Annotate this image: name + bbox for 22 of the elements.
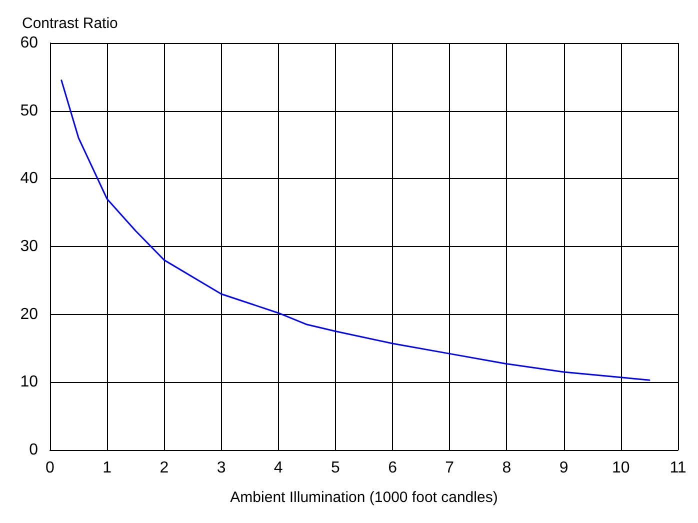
x-tick-label: 11 <box>670 460 686 476</box>
x-tick-label: 4 <box>274 460 283 476</box>
y-tick-label: 50 <box>20 102 38 120</box>
y-tick-label: 10 <box>20 374 38 391</box>
x-tick-label: 9 <box>559 460 568 476</box>
x-tick-label: 7 <box>445 460 454 476</box>
x-tick-label: 5 <box>331 460 340 476</box>
y-tick-label: 40 <box>20 170 38 188</box>
x-tick-label: 8 <box>502 460 512 476</box>
y-tick-label: 30 <box>20 238 38 255</box>
x-tick-label: 3 <box>216 460 226 476</box>
x-tick-label: 6 <box>388 460 398 476</box>
x-tick-label: 2 <box>160 460 169 476</box>
y-tick-label: 60 <box>20 34 38 52</box>
x-tick-label: 1 <box>102 460 112 476</box>
y-tick-label: 0 <box>29 442 38 458</box>
y-tick-label: 20 <box>20 306 38 323</box>
x-tick-label: 0 <box>46 460 55 476</box>
x-tick-label: 10 <box>612 460 630 476</box>
x-axis-title: Ambient Illumination (1000 foot candles) <box>230 489 498 506</box>
line-series <box>60 80 650 381</box>
y-axis-title: Contrast Ratio <box>22 15 118 32</box>
